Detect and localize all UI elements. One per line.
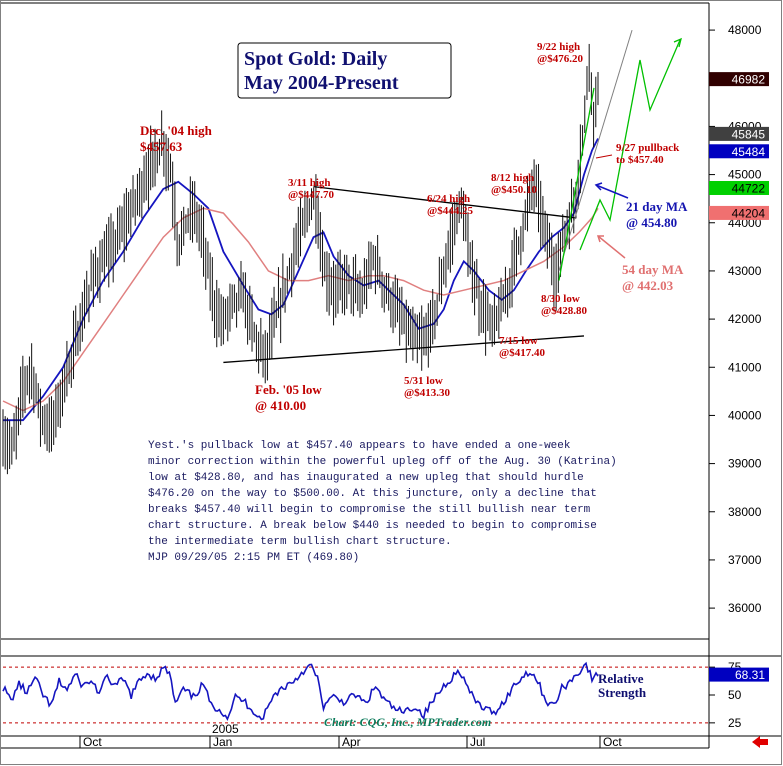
trendlines xyxy=(223,29,633,364)
rsi-current-value: 68.31 xyxy=(735,668,765,682)
rsi-label: Strength xyxy=(598,685,647,700)
ma21-arrow xyxy=(595,184,629,199)
rsi-tick-label: 25 xyxy=(728,716,742,730)
ma54-arrow xyxy=(597,235,626,259)
pullback-pointer xyxy=(595,154,613,159)
x-tick-label: Apr xyxy=(342,735,361,749)
price-tag: 46982 xyxy=(709,72,769,87)
rsi-label: Relative xyxy=(598,671,644,686)
ma-line-54 xyxy=(2,207,599,412)
annotation-label: $457.63 xyxy=(140,139,183,154)
annotation-label: @$444.25 xyxy=(427,205,473,217)
green-channel-line xyxy=(558,87,595,281)
price-tag: 45845 xyxy=(709,126,769,141)
annotation-label: to $457.40 xyxy=(616,154,664,166)
x-tick-label: Oct xyxy=(603,735,622,749)
price-tag-label: 44204 xyxy=(732,206,766,220)
commentary-line: the intermediate term bullish chart stru… xyxy=(148,536,452,548)
price-tag-label: 46982 xyxy=(732,73,766,87)
y-tick-label: 41000 xyxy=(728,360,762,374)
price-tag: 44204 xyxy=(709,205,769,220)
chart-subtitle: May 2004-Present xyxy=(244,72,399,94)
annotation-label: 5/31 low xyxy=(404,375,443,387)
annotation-label: @$476.20 xyxy=(537,53,583,65)
triangle-lower-line xyxy=(223,335,585,364)
annotation-label: 6/24 high xyxy=(427,193,470,205)
projection-arrowhead xyxy=(673,37,682,48)
price-bars xyxy=(2,43,599,475)
x-tick-label: Oct xyxy=(83,735,102,749)
y-tick-label: 48000 xyxy=(728,23,762,37)
ma54-arrowhead xyxy=(596,235,604,243)
commentary-line: MJP 09/29/05 2:15 PM ET (469.80) xyxy=(148,552,359,564)
annotation-label: @$413.30 xyxy=(404,387,450,399)
y-tick-label: 40000 xyxy=(728,408,762,422)
annotation-label: @$450.10 xyxy=(491,184,537,196)
price-tag: 44722 xyxy=(709,180,769,195)
channel-line xyxy=(558,29,633,272)
annotation-label: 9/27 pullback xyxy=(616,142,680,154)
price-tag-label: 45484 xyxy=(732,145,766,159)
annotation-label: 21 day MA xyxy=(626,199,688,214)
y-tick-label: 38000 xyxy=(728,505,762,519)
time-x-axis: Oct Jan Apr Jul Oct 2005 xyxy=(79,722,622,749)
commentary-line: chart structure. A break below $440 is n… xyxy=(148,520,597,532)
triangle-upper-line xyxy=(313,185,577,219)
commentary-line: breaks $457.40 will begin to compromise … xyxy=(148,504,591,516)
rsi-tick-label: 50 xyxy=(728,688,742,702)
y-tick-label: 39000 xyxy=(728,457,762,471)
x-tick-label: Jul xyxy=(470,735,485,749)
price-tag: 45484 xyxy=(709,144,769,159)
y-tick-label: 45000 xyxy=(728,168,762,182)
annotation-label: @ 454.80 xyxy=(626,215,677,230)
y-tick-label: 43000 xyxy=(728,264,762,278)
commentary-line: $476.20 on the way to $500.00. At this j… xyxy=(148,488,597,500)
price-tag-box xyxy=(709,144,769,159)
title-box xyxy=(237,42,452,99)
price-tag-box xyxy=(709,205,769,220)
y-tick-label: 36000 xyxy=(728,601,762,615)
annotation-label: @$417.40 xyxy=(499,347,545,359)
ma21-arrowhead xyxy=(594,182,603,191)
price-y-axis: 4800047000460004500044000430004200041000… xyxy=(709,23,769,615)
annotation-label: @$447.70 xyxy=(288,189,334,201)
price-tag-label: 44722 xyxy=(732,181,766,195)
chart-credit: Chart: CQG, Inc., MPTrader.com xyxy=(324,715,491,729)
annotation-label: 8/12 high xyxy=(491,172,534,184)
price-tag-box xyxy=(709,72,769,87)
annotation-label: @ 410.00 xyxy=(255,398,306,413)
annotation-label: 8/30 low xyxy=(541,293,580,305)
price-tag-box xyxy=(709,126,769,141)
annotation-label: Feb. '05 low xyxy=(255,382,322,397)
annotation-label: Dec. '04 high xyxy=(140,123,213,138)
commentary-line: Yest.'s pullback low at $457.40 appears … xyxy=(148,440,571,452)
commentary-text: Yest.'s pullback low at $457.40 appears … xyxy=(148,440,617,564)
y-tick-label: 42000 xyxy=(728,312,762,326)
rsi-line xyxy=(2,661,599,721)
annotation-label: @$428.80 xyxy=(541,305,587,317)
annotation-label: 7/15 low xyxy=(499,335,538,347)
year-label: 2005 xyxy=(212,722,239,736)
chart-title: Spot Gold: Daily xyxy=(244,48,387,70)
price-tag-box xyxy=(709,180,769,195)
annotation-label: 9/22 high xyxy=(537,41,580,53)
rsi-current-tag xyxy=(709,667,769,682)
x-tick-label: Jan xyxy=(213,735,232,749)
annotation-label: 3/11 high xyxy=(288,177,331,189)
projection-path xyxy=(579,39,681,251)
commentary-line: low at $428.80, and has inaugurated a ne… xyxy=(148,472,584,484)
commentary-line: minor correction within the powerful upl… xyxy=(148,456,617,468)
annotation-label: 54 day MA xyxy=(622,262,684,277)
annotations: 9/22 high@$476.20 Dec. '04 high$457.63 3/1… xyxy=(140,41,688,413)
y-tick-label: 37000 xyxy=(728,553,762,567)
annotation-label: @ 442.03 xyxy=(622,278,674,293)
price-tag-label: 45845 xyxy=(732,127,766,141)
back-arrow-icon[interactable] xyxy=(752,736,768,748)
